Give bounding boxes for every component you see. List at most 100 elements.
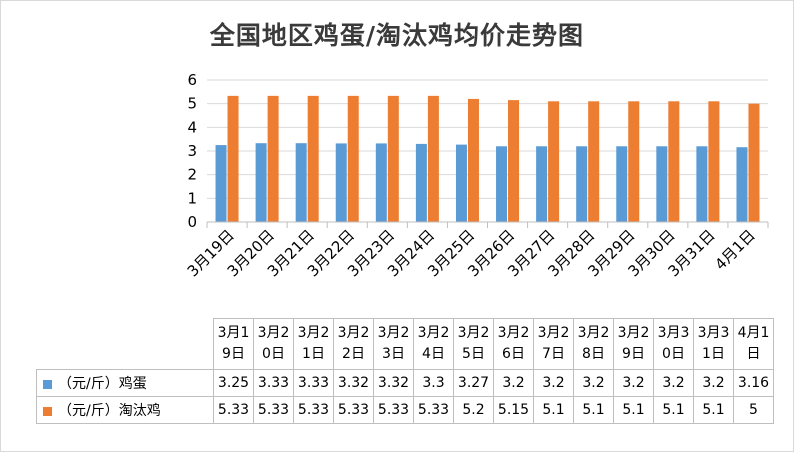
table-header-text: 1日 bbox=[302, 346, 325, 362]
table-header-text: 3月2 bbox=[297, 325, 330, 341]
table-header-text: 0日 bbox=[262, 346, 285, 362]
bar-hen bbox=[387, 95, 399, 222]
series-label: （元/斤）淘汰鸡 bbox=[36, 396, 214, 424]
bar-hen bbox=[668, 101, 680, 222]
table-corner bbox=[36, 318, 214, 370]
table-value-cell: 5.33 bbox=[213, 396, 254, 424]
table-header-text: 8日 bbox=[582, 346, 605, 362]
table-header-cell: 3月3 1日 bbox=[693, 318, 734, 370]
legend-swatch bbox=[43, 406, 52, 416]
table-header-text: 3月2 bbox=[377, 325, 410, 341]
table-header-text: 3月2 bbox=[337, 325, 370, 341]
table-value-cell: 5.1 bbox=[573, 396, 614, 424]
bar-hen bbox=[708, 101, 720, 222]
series-name: （元/斤）鸡蛋 bbox=[58, 376, 147, 392]
table-value-cell: 3.16 bbox=[733, 369, 774, 397]
table-value-cell: 5.1 bbox=[653, 396, 694, 424]
table-header-text: 4月1 bbox=[737, 325, 770, 341]
table-header-text: 7日 bbox=[542, 346, 565, 362]
table-header-text: 3月2 bbox=[497, 325, 530, 341]
bar-egg bbox=[536, 146, 548, 222]
table-value-cell: 3.2 bbox=[533, 369, 574, 397]
bar-egg bbox=[736, 147, 748, 222]
table-header-text: 日 bbox=[746, 346, 761, 362]
bar-egg bbox=[696, 146, 708, 222]
table-value-cell: 5.33 bbox=[293, 396, 334, 424]
x-tick-label: 4月1日 bbox=[711, 226, 758, 273]
table-value-cell: 3.3 bbox=[413, 369, 454, 397]
table-header-text: 3日 bbox=[382, 346, 405, 362]
table-header-cell: 3月2 5日 bbox=[453, 318, 494, 370]
table-header-text: 3月2 bbox=[537, 325, 570, 341]
table-value-cell: 3.32 bbox=[333, 369, 374, 397]
table-header-cell: 3月1 9日 bbox=[213, 318, 254, 370]
table-header-cell: 3月2 9日 bbox=[613, 318, 654, 370]
table-value-cell: 3.2 bbox=[653, 369, 694, 397]
y-tick-label: 6 bbox=[187, 71, 197, 89]
table-header-text: 1日 bbox=[702, 346, 725, 362]
table-value-cell: 5.1 bbox=[533, 396, 574, 424]
table-header-text: 2日 bbox=[342, 346, 365, 362]
table-header-text: 9日 bbox=[622, 346, 645, 362]
table-header-text: 3月3 bbox=[697, 325, 730, 341]
bar-egg bbox=[335, 143, 347, 222]
table-value-cell: 3.2 bbox=[573, 369, 614, 397]
table-header-text: 0日 bbox=[662, 346, 685, 362]
bar-egg bbox=[616, 146, 628, 222]
table-header-cell: 3月2 2日 bbox=[333, 318, 374, 370]
table-value-cell: 5.1 bbox=[613, 396, 654, 424]
table-value-cell: 3.27 bbox=[453, 369, 494, 397]
bar-hen bbox=[227, 95, 239, 222]
bar-hen bbox=[508, 100, 520, 222]
table-header-cell: 3月2 0日 bbox=[253, 318, 294, 370]
table-header-text: 3月2 bbox=[417, 325, 450, 341]
bar-egg bbox=[455, 144, 467, 222]
bar-hen bbox=[628, 101, 640, 222]
legend-swatch bbox=[43, 379, 52, 389]
table-header-text: 3月2 bbox=[577, 325, 610, 341]
bar-egg bbox=[255, 143, 267, 222]
bar-hen bbox=[588, 101, 600, 222]
bar-hen bbox=[347, 95, 359, 222]
chart-title: 全国地区鸡蛋/淘汰鸡均价走势图 bbox=[209, 21, 585, 50]
bar-egg bbox=[576, 146, 588, 222]
table-header-cell: 4月1 日 bbox=[733, 318, 774, 370]
table-row: （元/斤）鸡蛋 3.25 3.33 3.33 3.32 3.32 3.3 3.27 3.2 3.2… bbox=[36, 369, 774, 397]
y-tick-label: 0 bbox=[187, 213, 197, 231]
table-header-text: 3月2 bbox=[457, 325, 490, 341]
table-header-cell: 3月2 1日 bbox=[293, 318, 334, 370]
data-table: 3月1 9日 3月2 0日 3月2 1日 3月2 2日 3月2 3日 3月2 4日 3月2 5日 3月2 6日… bbox=[36, 318, 774, 424]
y-tick-label: 1 bbox=[187, 189, 197, 207]
table-value-cell: 5.33 bbox=[253, 396, 294, 424]
table-value-cell: 5.15 bbox=[493, 396, 534, 424]
table-value-cell: 5.33 bbox=[333, 396, 374, 424]
bar-egg bbox=[496, 146, 508, 222]
table-header-text: 6日 bbox=[502, 346, 525, 362]
series-label: （元/斤）鸡蛋 bbox=[36, 369, 214, 397]
y-tick-label: 2 bbox=[187, 166, 197, 184]
table-header-text: 5日 bbox=[462, 346, 485, 362]
table-value-cell: 5.1 bbox=[693, 396, 734, 424]
table-header-text: 3月1 bbox=[217, 325, 250, 341]
table-value-cell: 5.33 bbox=[413, 396, 454, 424]
table-value-cell: 5.2 bbox=[453, 396, 494, 424]
table-value-cell: 3.25 bbox=[213, 369, 254, 397]
y-tick-label: 4 bbox=[187, 118, 197, 136]
bar-hen bbox=[427, 95, 439, 222]
table-value-cell: 5.33 bbox=[373, 396, 414, 424]
table-value-cell: 3.2 bbox=[613, 369, 654, 397]
table-header-text: 3月2 bbox=[617, 325, 650, 341]
bar-egg bbox=[215, 145, 227, 222]
y-tick-label: 3 bbox=[187, 142, 197, 160]
table-header-cell: 3月2 6日 bbox=[493, 318, 534, 370]
table-header-cell: 3月2 3日 bbox=[373, 318, 414, 370]
table-row: （元/斤）淘汰鸡 5.33 5.33 5.33 5.33 5.33 5.33 5.2 5.15 5… bbox=[36, 396, 774, 424]
bar-egg bbox=[295, 143, 307, 222]
table-header-text: 4日 bbox=[422, 346, 445, 362]
bar-hen bbox=[267, 95, 279, 222]
bar-egg bbox=[656, 146, 668, 222]
y-tick-label: 5 bbox=[187, 95, 197, 113]
table-header-cell: 3月2 4日 bbox=[413, 318, 454, 370]
table-value-cell: 3.33 bbox=[293, 369, 334, 397]
bar-egg bbox=[375, 143, 387, 222]
